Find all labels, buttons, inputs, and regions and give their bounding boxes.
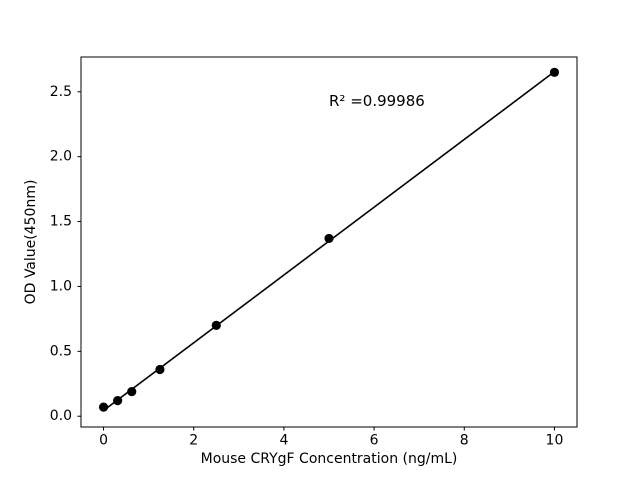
data-point [127,386,137,397]
y-tick-label: 0.5 [50,343,72,359]
data-point [324,233,334,244]
x-axis-label: Mouse CRYgF Concentration (ng/mL) [200,451,458,467]
y-tick-label: 0.0 [50,408,72,424]
y-tick-label: 1.0 [50,278,72,294]
data-point [155,364,165,375]
x-tick-label: 2 [189,433,198,449]
data-point [113,396,123,406]
y-tick-label: 2.5 [50,84,72,100]
x-tick-label: 0 [99,433,108,449]
x-tick-label: 6 [370,433,379,449]
y-tick-label: 1.5 [50,214,72,230]
data-point [211,320,221,330]
y-axis-label: OD Value(450nm) [23,179,39,305]
x-tick-label: 10 [546,433,564,449]
y-tick-label: 2.0 [50,149,72,165]
data-point [549,67,560,77]
r-squared-annotation: R² =0.99986 [329,92,425,111]
x-tick-label: 8 [460,433,469,449]
plot-frame [80,56,578,428]
data-point [98,402,109,412]
x-tick-label: 4 [279,433,288,449]
